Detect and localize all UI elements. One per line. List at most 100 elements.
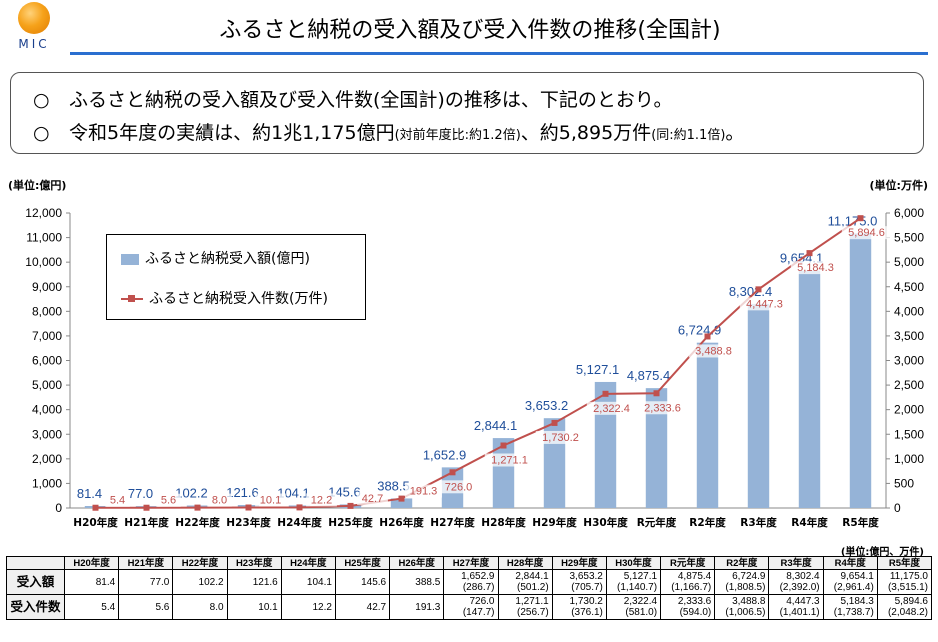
bar-data-label: 11,175.0 [828,213,878,228]
bar [390,498,413,508]
table-header-cell: H24年度 [280,556,336,570]
x-tick-label: H29年度 [532,516,577,529]
summary-line-1: ○ ふるさと納税の受入額及び受入件数(全国計)の推移は、下記のとおり。 [33,85,672,112]
y-right-tick-label: 3,500 [894,329,924,343]
table-cell: 8,302.4 (2,392.0) [768,569,824,595]
bar-data-label: 5,127.1 [576,362,619,377]
count-label-bg [739,297,790,311]
legend-label-count: ふるさと納税受入件数(万件) [149,291,328,307]
count-data-label: 4,447.3 [746,298,783,310]
y-left-tick-label: 5,000 [32,378,62,392]
table-cell-subvalue: (581.0) [625,607,658,618]
y-left-tick-label: 9,000 [32,280,62,294]
y-right-tick-label: 6,000 [894,206,924,220]
y-right-tick-label: 3,000 [894,354,924,368]
count-data-label: 5,184.3 [797,262,834,274]
table-cell-value: 77.0 [149,576,170,588]
table-cell: 10.1 [226,594,282,620]
count-data-label: 5.4 [110,495,125,507]
y-right-tick-label: 5,500 [894,231,924,245]
count-label-bg [440,480,477,494]
y-right-tick-label: 2,500 [894,378,924,392]
summary-box: ○ ふるさと納税の受入額及び受入件数(全国計)の推移は、下記のとおり。 ○ 令和5年… [10,72,924,154]
table-cell-subvalue: (1,140.7) [617,582,658,593]
count-label-bg [357,491,388,505]
summary-line-2: ○ 令和5年度の実績は、約1兆1,175億円(対前年度比:約1.2倍)、約5,89… [33,118,744,145]
count-data-label: 42.7 [362,493,383,505]
bar-data-label: 81.4 [77,486,102,501]
count-label-bg [841,226,892,240]
table-cell: 388.5 [389,569,445,595]
count-data-label: 1,271.1 [491,455,528,467]
table-cell-value: 5.6 [155,601,170,613]
table-cell-value: 3,653.2 [569,571,603,582]
table-cell-subvalue: (147.7) [462,607,495,618]
table-header-cell: H21年度 [118,556,174,570]
y-left-tick-label: 8,000 [32,304,62,318]
count-data-label: 2,333.6 [644,402,681,414]
count-data-label: 3,488.8 [695,345,732,357]
y-right-tick-label: 4,000 [894,304,924,318]
count-point [245,504,252,511]
table-cell: 121.6 [226,569,282,595]
table-cell: 2,333.6 (594.0) [660,594,716,620]
bar [645,388,668,508]
count-data-label: 12.2 [311,494,332,506]
table-cell-value: 8,302.4 [786,571,820,582]
legend-label-amount: ふるさと納税受入額(億円) [145,251,310,267]
count-point [143,504,150,511]
count-data-label: 5,894.6 [848,227,885,239]
x-tick-label: H26年度 [379,516,424,529]
table-cell: 4,447.3 (1,401.1) [768,594,824,620]
table-cell: 81.4 [63,569,120,595]
table-header-cell: H20年度 [63,556,120,570]
table-cell: 1,271.1 (256.7) [497,594,553,620]
bar-data-label: 121.6 [226,485,259,500]
table-cell-value: 81.4 [95,576,116,588]
table-cell-subvalue: (501.2) [517,582,549,593]
x-tick-label: H24年度 [277,516,322,529]
summary-note-1: (対前年度比:約1.2倍) [394,128,521,143]
table-cell: 5,127.1 (1,140.7) [605,569,662,595]
table-cell-value: 2,844.1 [515,571,549,582]
x-tick-label: R元年度 [637,516,677,529]
table-cell: 12.2 [280,594,336,620]
y-right-tick-label: 2,000 [894,403,924,417]
count-data-label: 5.6 [161,495,176,507]
x-tick-label: H23年度 [226,516,271,529]
y-right-tick-label: 1,500 [894,427,924,441]
y-left-tick-label: 6,000 [32,354,62,368]
y-left-tick-label: 10,000 [25,255,62,269]
table-cell: 145.6 [334,569,391,595]
table-cell: 102.2 [172,569,228,595]
table-cell-subvalue: (286.7) [462,582,495,593]
table-header-cell: H23年度 [226,556,282,570]
count-data-label: 2,322.4 [593,403,630,415]
y-left-tick-label: 2,000 [32,452,62,466]
x-tick-label: R5年度 [842,516,879,529]
table-cell-value: 5.4 [101,601,116,613]
table-cell: 3,488.8 (1,006.5) [714,594,770,620]
table-cell: 5,894.6 (2,048.2) [876,594,933,620]
y-left-tick-label: 7,000 [32,329,62,343]
data-table: H20年度 H21年度 H22年度 H23年度 H24年度 H25年度 H26年度 H27年度… [6,556,933,620]
table-cell-value: 102.2 [198,576,224,588]
title-divider [70,52,928,55]
table-cell: 42.7 [334,594,391,620]
x-tick-label: H25年度 [328,516,373,529]
table-cell-subvalue: (705.7) [571,582,603,593]
table-header-cell: R元年度 [660,556,716,570]
bar [849,233,872,508]
table-cell-value: 5,894.6 [894,596,928,607]
page-title: ふるさと納税の受入額及び受入件数の推移(全国計) [219,18,721,43]
count-point [704,333,711,340]
bar [696,342,719,508]
count-point [449,469,456,476]
table-corner [6,556,65,570]
count-point [398,495,405,502]
logo-text: MIC [18,37,50,51]
legend-line-swatch [121,295,143,302]
count-line [95,217,862,509]
table-cell-value: 6,724.9 [732,571,766,582]
